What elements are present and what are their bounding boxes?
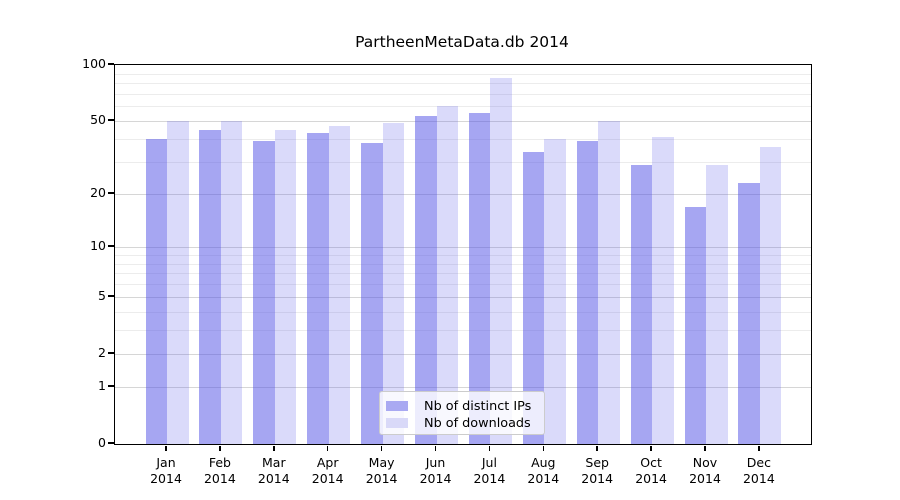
bar-downloads-jan (167, 121, 189, 444)
gridline-minor-60 (115, 106, 811, 108)
y-tick-2 (108, 351, 114, 354)
legend-swatch-downloads (386, 418, 408, 428)
x-tick-label-jun: Jun 2014 (419, 455, 452, 486)
y-tick-100 (108, 63, 114, 65)
legend: Nb of distinct IPs Nb of downloads (379, 391, 545, 435)
bar-distinct-ips-dec (738, 183, 760, 444)
y-tick-0 (108, 442, 114, 444)
x-tick-label-feb: Feb 2014 (203, 455, 236, 486)
bar-downloads-dec (759, 147, 782, 444)
bar-distinct-ips-feb (199, 129, 221, 444)
bar-distinct-ips-jul (468, 113, 491, 444)
x-tick-may (380, 446, 383, 451)
y-tick-label-2: 2 (98, 344, 106, 360)
bar-downloads-may (382, 122, 405, 444)
bar-downloads-jul (490, 78, 512, 444)
x-tick-label-sep: Sep 2014 (581, 455, 614, 486)
x-tick-label-mar: Mar 2014 (257, 455, 290, 486)
legend-label-distinct-ips: Nb of distinct IPs (424, 398, 532, 414)
x-tick-label-nov: Nov 2014 (689, 455, 721, 486)
y-tick-label-50: 50 (90, 112, 106, 128)
bar-distinct-ips-sep (576, 141, 599, 444)
y-tick-label-5: 5 (98, 287, 106, 303)
x-tick-sep (596, 446, 598, 451)
x-tick-nov (704, 446, 706, 451)
plot-area: Nb of distinct IPs Nb of downloads (114, 64, 812, 445)
gridline-minor-30 (115, 161, 811, 163)
gridline-minor-3 (115, 330, 811, 332)
gridline-minor-9 (115, 254, 811, 256)
y-tick-5 (108, 295, 114, 297)
bar-distinct-ips-mar (253, 141, 275, 444)
y-tick-label-0: 0 (98, 435, 106, 450)
x-tick-apr (326, 446, 329, 451)
legend-item-downloads: Nb of downloads (386, 415, 544, 431)
bar-distinct-ips-aug (522, 152, 545, 444)
x-tick-mar (273, 446, 275, 451)
bar-distinct-ips-nov (684, 206, 706, 444)
bar-downloads-mar (274, 129, 297, 444)
y-tick-label-1: 1 (98, 378, 106, 394)
legend-item-distinct-ips: Nb of distinct IPs (386, 398, 544, 414)
x-tick-jul (488, 446, 491, 451)
bar-downloads-apr (328, 126, 351, 444)
x-tick-label-oct: Oct 2014 (635, 455, 667, 486)
gridline-minor-70 (115, 93, 811, 95)
y-tick-label-10: 10 (90, 238, 106, 254)
bar-downloads-jun (436, 106, 458, 444)
gridline-major-20 (115, 193, 811, 195)
gridline-major-5 (115, 296, 811, 298)
legend-label-downloads: Nb of downloads (424, 415, 531, 431)
x-tick-feb (219, 446, 221, 451)
bar-downloads-nov (706, 164, 728, 444)
x-tick-label-dec: Dec 2014 (742, 455, 775, 486)
gridline-minor-8 (115, 263, 811, 265)
bar-distinct-ips-oct (630, 164, 653, 444)
x-tick-aug (542, 446, 545, 451)
bar-distinct-ips-jun (415, 116, 437, 444)
bar-downloads-sep (598, 121, 620, 444)
y-tick-label-20: 20 (90, 184, 106, 200)
x-tick-label-may: May 2014 (365, 455, 398, 486)
y-tick-10 (108, 245, 114, 247)
x-tick-label-aug: Aug 2014 (527, 455, 560, 486)
gridline-minor-40 (115, 139, 811, 141)
bar-downloads-aug (544, 139, 566, 444)
gridline-minor-90 (115, 73, 811, 75)
gridline-major-1 (115, 387, 811, 389)
x-tick-oct (650, 446, 652, 451)
gridline-minor-6 (115, 284, 811, 286)
x-tick-label-jul: Jul 2014 (473, 455, 506, 486)
legend-swatch-ips (386, 401, 408, 411)
gridline-minor-80 (115, 83, 811, 85)
gridline-major-10 (115, 247, 811, 249)
bar-distinct-ips-may (361, 143, 383, 444)
bar-downloads-feb (220, 121, 243, 444)
gridline-major-2 (115, 353, 811, 355)
gridline-minor-4 (115, 311, 811, 313)
bar-distinct-ips-jan (145, 139, 167, 444)
gridline-minor-7 (115, 273, 811, 275)
chart-title: PartheenMetaData.db 2014 (355, 33, 569, 51)
gridline-major-50 (115, 121, 811, 123)
y-tick-label-100: 100 (82, 56, 106, 71)
x-tick-jan (165, 446, 167, 451)
y-tick-50 (108, 119, 114, 121)
x-tick-jun (434, 446, 437, 451)
y-tick-1 (108, 385, 114, 387)
bar-distinct-ips-apr (307, 133, 329, 444)
y-tick-20 (108, 192, 114, 194)
x-tick-dec (758, 446, 760, 451)
bar-downloads-oct (652, 137, 674, 444)
x-tick-label-apr: Apr 2014 (311, 455, 344, 486)
x-tick-label-jan: Jan 2014 (150, 455, 182, 486)
